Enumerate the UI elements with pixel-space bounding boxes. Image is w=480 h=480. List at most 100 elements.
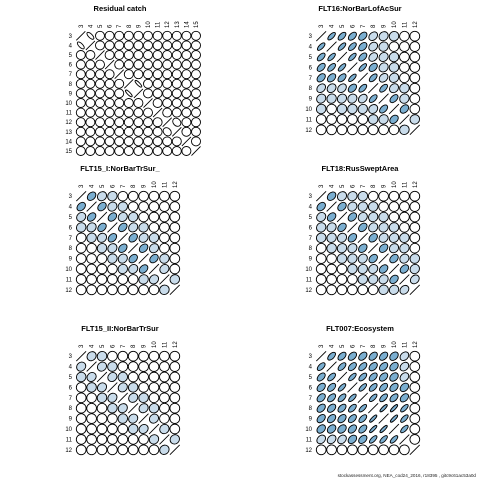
- correlation-ellipse: [128, 263, 139, 275]
- correlation-ellipse: [148, 444, 160, 456]
- correlation-ellipse: [181, 30, 192, 41]
- correlation-ellipse: [399, 284, 410, 295]
- correlation-ellipse: [127, 190, 139, 202]
- correlation-ellipse: [117, 413, 129, 424]
- correlation-ellipse: [368, 94, 378, 103]
- correlation-ellipse: [327, 52, 336, 62]
- correlation-ellipse: [378, 211, 389, 223]
- correlation-ellipse: [399, 62, 410, 73]
- correlation-ellipse: [86, 242, 97, 254]
- correlation-ellipse: [96, 402, 108, 414]
- correlation-ellipse: [159, 392, 170, 404]
- correlation-ellipse: [336, 93, 348, 104]
- correlation-ellipse: [148, 274, 160, 285]
- correlation-ellipse: [409, 350, 421, 362]
- correlation-ellipse: [159, 361, 170, 372]
- correlation-ellipse: [128, 233, 138, 243]
- correlation-ellipse: [315, 124, 327, 136]
- correlation-ellipse: [327, 31, 336, 41]
- row-label: 8: [309, 406, 313, 412]
- correlation-ellipse: [127, 201, 139, 212]
- correlation-ellipse: [337, 393, 347, 403]
- correlation-ellipse: [148, 392, 160, 404]
- row-label: 15: [65, 149, 72, 155]
- correlation-ellipse: [86, 232, 97, 243]
- correlation-ellipse: [347, 103, 358, 115]
- correlation-ellipse: [181, 126, 192, 137]
- correlation-ellipse: [316, 211, 327, 223]
- correlation-ellipse: [368, 274, 379, 285]
- correlation-ellipse: [347, 284, 358, 296]
- correlation-ellipse: [152, 117, 163, 128]
- row-label: 10: [305, 267, 312, 273]
- correlation-ellipse: [326, 274, 337, 285]
- correlation-ellipse: [107, 434, 118, 445]
- correlation-ellipse: [148, 222, 160, 233]
- correlation-ellipse: [133, 98, 144, 108]
- correlation-ellipse: [127, 274, 139, 285]
- correlation-ellipse: [138, 423, 149, 435]
- column-label: 15: [194, 21, 200, 28]
- row-label: 6: [309, 225, 313, 231]
- correlation-ellipse: [389, 404, 399, 413]
- correlation-ellipse: [117, 190, 129, 202]
- correlation-ellipse: [159, 242, 170, 254]
- row-label: 4: [309, 45, 313, 51]
- correlation-ellipse: [368, 233, 378, 243]
- correlation-ellipse: [117, 211, 128, 223]
- correlation-ellipse: [114, 126, 125, 137]
- column-label: 5: [100, 344, 106, 348]
- correlation-ellipse: [114, 107, 125, 118]
- correlation-ellipse: [379, 104, 389, 114]
- correlation-ellipse: [347, 243, 358, 254]
- correlation-ellipse: [336, 263, 348, 275]
- correlation-ellipse: [326, 103, 337, 115]
- row-label: 7: [69, 236, 73, 242]
- correlation-ellipse: [107, 350, 118, 362]
- correlation-ellipse: [378, 41, 389, 52]
- correlation-ellipse: [399, 93, 410, 104]
- correlation-ellipse: [368, 253, 378, 264]
- column-label: 8: [371, 344, 377, 348]
- row-label: 8: [69, 406, 73, 412]
- correlation-ellipse: [347, 263, 358, 275]
- correlation-ellipse: [388, 444, 400, 456]
- correlation-ellipse: [337, 434, 347, 445]
- diagonal-mark: [127, 402, 139, 414]
- diagonal-mark: [127, 242, 139, 254]
- correlation-ellipse: [138, 274, 149, 285]
- diagonal-mark: [409, 284, 421, 296]
- column-label: 5: [340, 184, 346, 188]
- correlation-ellipse: [138, 201, 149, 212]
- correlation-ellipse: [347, 351, 357, 361]
- correlation-ellipse: [162, 30, 173, 41]
- correlation-ellipse: [315, 242, 327, 254]
- correlation-ellipse: [107, 444, 118, 456]
- diagonal-mark: [399, 434, 410, 445]
- correlation-ellipse: [107, 402, 118, 414]
- correlation-ellipse: [378, 222, 389, 233]
- row-label: 12: [65, 120, 72, 126]
- correlation-ellipse: [96, 434, 108, 445]
- correlation-ellipse: [96, 232, 108, 243]
- diagonal-mark: [95, 50, 105, 60]
- row-label: 3: [69, 194, 73, 200]
- correlation-ellipse: [95, 30, 105, 41]
- correlation-ellipse: [152, 78, 163, 89]
- correlation-ellipse: [76, 211, 87, 223]
- correlation-ellipse: [114, 40, 125, 51]
- correlation-ellipse: [159, 222, 170, 233]
- correlation-ellipse: [75, 242, 87, 254]
- correlation-ellipse: [326, 83, 337, 94]
- correlation-ellipse: [368, 263, 379, 275]
- correlation-ellipse: [368, 393, 378, 403]
- diagonal-mark: [162, 117, 173, 128]
- correlation-ellipse: [368, 52, 378, 62]
- correlation-ellipse: [148, 243, 160, 254]
- correlation-ellipse: [336, 444, 348, 456]
- diagonal-mark: [315, 350, 327, 362]
- correlation-ellipse: [75, 284, 87, 296]
- row-label: 11: [66, 437, 73, 443]
- column-label: 12: [413, 341, 419, 348]
